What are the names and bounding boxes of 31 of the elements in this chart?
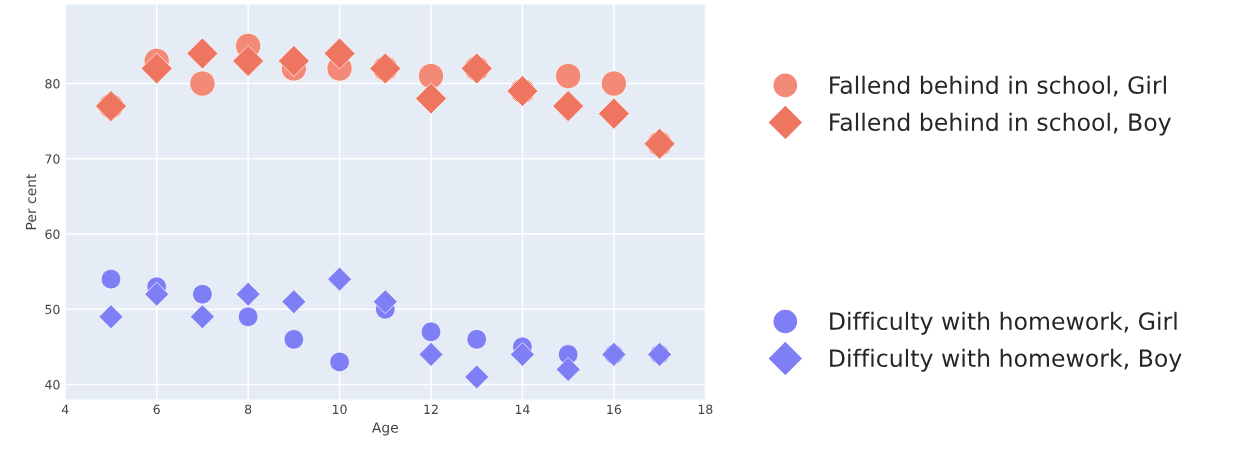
- point: [552, 90, 585, 122]
- legend-label: Fallend behind in school, Girl: [830, 75, 1166, 97]
- legend-label: Difficulty with homework, Boy: [830, 348, 1182, 372]
- point: [98, 304, 124, 330]
- x-tick-label: 10: [332, 404, 347, 415]
- x-axis-title: Age: [371, 422, 398, 436]
- x-tick-label: 12: [424, 404, 438, 414]
- point: [555, 63, 582, 89]
- point: [186, 37, 219, 70]
- y-tick-label: 40: [45, 379, 60, 390]
- y-axis-title: Per cent: [25, 173, 37, 230]
- point: [372, 289, 398, 315]
- point: [418, 342, 444, 367]
- point: [598, 97, 630, 130]
- y-tick-label: 50: [45, 304, 60, 315]
- legend-label: Difficulty with homework, Girl: [830, 311, 1177, 335]
- point: [600, 70, 627, 97]
- point: [192, 284, 213, 305]
- point: [140, 52, 173, 85]
- y-tick-label: 70: [45, 154, 60, 164]
- x-tick-label: 16: [607, 404, 622, 415]
- legend-label: Fallend behind in school, Boy: [830, 112, 1171, 136]
- y-tick-label: 60: [45, 229, 60, 239]
- point: [510, 342, 535, 367]
- y-tick-label: 80: [45, 79, 60, 89]
- x-tick-label: 6: [153, 404, 160, 415]
- x-tick-label: 14: [515, 404, 530, 414]
- point: [466, 329, 487, 350]
- x-tick-label: 18: [698, 404, 713, 415]
- x-tick-label: 8: [245, 404, 252, 415]
- x-tick-label: 4: [61, 404, 69, 414]
